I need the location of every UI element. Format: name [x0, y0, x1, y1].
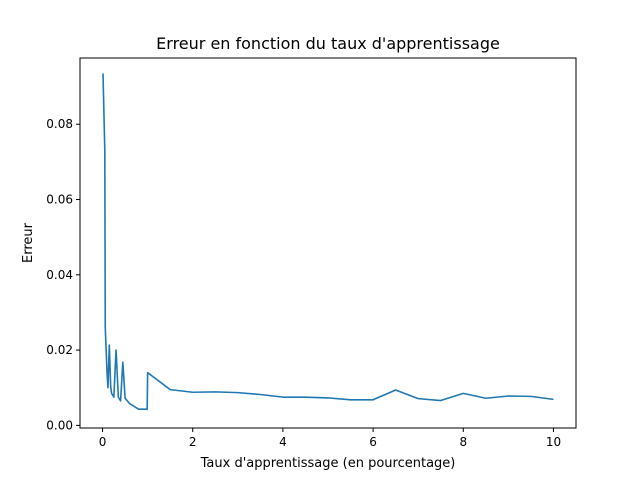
y-tick-label: 0.04: [46, 268, 73, 282]
x-tick-label: 6: [369, 435, 377, 449]
plot-frame: [79, 57, 577, 429]
x-tick-label: 8: [459, 435, 467, 449]
y-tick-label: 0.08: [46, 117, 73, 131]
y-tick-label: 0.02: [46, 343, 73, 357]
x-axis-label: Taux d'apprentissage (en pourcentage): [200, 456, 456, 471]
y-tick-label: 0.00: [46, 418, 73, 432]
x-tick-label: 2: [189, 435, 197, 449]
x-tick-label: 0: [99, 435, 107, 449]
y-axis-label: Erreur: [21, 222, 36, 263]
x-tick-label: 10: [546, 435, 561, 449]
x-tick-label: 4: [279, 435, 287, 449]
chart-title: Erreur en fonction du taux d'apprentissa…: [156, 34, 500, 53]
y-tick-label: 0.06: [46, 193, 73, 207]
plot-area: [102, 73, 554, 410]
series-line-0: [102, 73, 554, 410]
